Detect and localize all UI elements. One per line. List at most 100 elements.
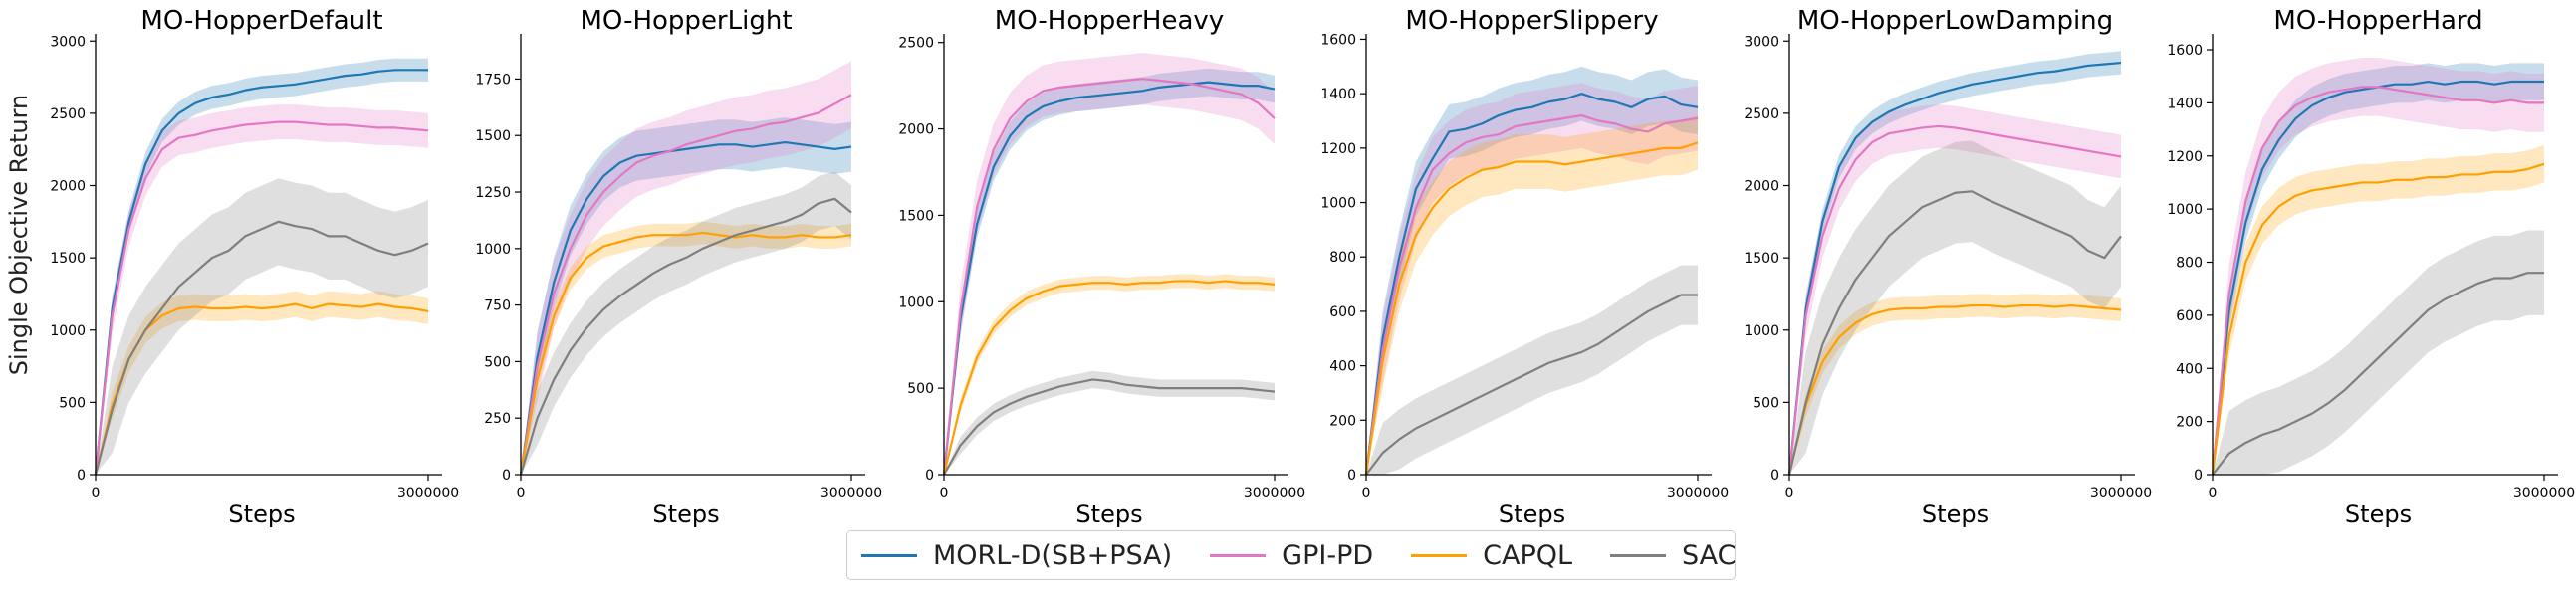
panel-mo-hopperlowdamping: 0 500 1000 1500 2000 2500 3000 0 3000000 MO-Hoppe… xyxy=(1744,6,2152,528)
band-morl-d-sb-psa xyxy=(521,117,851,476)
legend-item-gpi-pd: GPI-PD xyxy=(1210,540,1373,571)
legend-item-capql: CAPQL xyxy=(1411,540,1572,571)
panel-title: MO-HopperHard xyxy=(2273,6,2482,36)
y-tick-label: 2500 xyxy=(898,36,934,52)
panel-title: MO-HopperDefault xyxy=(140,6,382,36)
y-tick-label: 1200 xyxy=(1320,141,1356,157)
y-tick-label: 2000 xyxy=(1744,179,1779,195)
panel-mo-hopperslippery: 0 200 400 600 800 1000 1200 1400 1600 0 3000000 MO-… xyxy=(1320,6,1729,528)
panel-mo-hopperhard: 0 200 400 600 800 1000 1200 1400 1600 0 3000000 MO-… xyxy=(2167,6,2575,528)
y-tick-label: 1500 xyxy=(475,128,511,144)
y-tick-label: 3000 xyxy=(1744,34,1779,50)
y-tick-label: 800 xyxy=(2176,256,2203,272)
line-capql xyxy=(2211,162,2545,476)
line-capql xyxy=(94,302,429,476)
x-axis-label: Steps xyxy=(652,500,719,528)
band-capql xyxy=(2213,145,2544,475)
legend-label: CAPQL xyxy=(1483,539,1573,571)
line-sac xyxy=(1787,190,2122,476)
band-capql xyxy=(521,221,851,475)
y-tick-label: 1600 xyxy=(1320,32,1356,48)
band-sac xyxy=(521,171,851,476)
band-gpi-pd xyxy=(521,61,851,476)
y-tick-label: 2000 xyxy=(50,179,86,195)
legend: MORL-D(SB+PSA) GPI-PD CAPQL SAC xyxy=(846,530,1737,580)
band-gpi-pd xyxy=(1789,104,2121,475)
x-tick-label: 3000000 xyxy=(820,486,882,501)
line-sac xyxy=(2212,272,2544,476)
band-capql xyxy=(1789,294,2121,475)
line-morl-d-sb-psa xyxy=(94,69,428,476)
panel-mo-hopperdefault: 0 500 1000 1500 2000 2500 3000 0 3000000 MO-Hoppe… xyxy=(50,6,459,528)
y-tick-label: 400 xyxy=(1329,359,1356,375)
panel-title: MO-HopperLowDamping xyxy=(1797,6,2113,36)
x-axis-label: Steps xyxy=(1922,500,1989,528)
legend-item-morl-d: MORL-D(SB+PSA) xyxy=(861,540,1172,571)
y-tick-label: 0 xyxy=(925,468,934,484)
x-tick-label: 0 xyxy=(92,486,101,501)
panel-title: MO-HopperHeavy xyxy=(995,6,1224,36)
y-tick-label: 1750 xyxy=(475,72,511,88)
line-gpi-pd xyxy=(942,78,1276,476)
line-gpi-pd xyxy=(1364,113,1699,476)
y-tick-label: 1250 xyxy=(475,185,511,201)
y-tick-label: 0 xyxy=(1770,468,1779,484)
y-tick-label: 600 xyxy=(2176,308,2203,324)
y-tick-label: 800 xyxy=(1329,250,1356,266)
y-tick-label: 0 xyxy=(77,468,86,484)
band-sac xyxy=(944,370,1275,475)
x-tick-label: 3000000 xyxy=(1244,486,1305,501)
line-capql xyxy=(519,231,852,476)
line-gpi-pd xyxy=(1787,124,2122,476)
panel-mo-hopperheavy: 0 500 1000 1500 2000 2500 0 3000000 MO-HopperHea… xyxy=(898,6,1305,528)
line-gpi-pd xyxy=(2211,86,2544,476)
line-sac xyxy=(94,220,429,476)
x-axis-label: Steps xyxy=(1075,500,1142,528)
y-tick-label: 500 xyxy=(1753,395,1779,411)
band-sac xyxy=(96,178,428,475)
y-tick-label: 1200 xyxy=(2167,149,2203,165)
legend-line-morl-d xyxy=(861,553,917,557)
legend-line-sac xyxy=(1610,553,1667,557)
legend-label: GPI-PD xyxy=(1282,539,1374,571)
band-capql xyxy=(1366,115,1698,475)
band-gpi-pd xyxy=(96,104,428,475)
y-tick-label: 750 xyxy=(484,298,511,314)
x-tick-label: 3000000 xyxy=(2090,486,2152,501)
panel-title: MO-HopperLight xyxy=(580,6,792,36)
line-sac xyxy=(519,197,852,476)
band-sac xyxy=(2213,230,2544,475)
line-sac xyxy=(943,378,1276,476)
y-tick-label: 500 xyxy=(907,381,934,397)
x-tick-label: 0 xyxy=(1785,486,1794,501)
panel-mo-hopperlight: 0 250 500 750 1000 1250 1500 1750 0 3000000 MO-Hop… xyxy=(475,6,882,528)
y-tick-label: 2500 xyxy=(50,106,86,122)
y-tick-label: 1500 xyxy=(898,208,934,224)
line-capql xyxy=(1364,141,1699,476)
y-tick-label: 1000 xyxy=(50,323,86,339)
y-tick-label: 200 xyxy=(2176,415,2203,431)
y-tick-label: 1500 xyxy=(50,251,86,267)
line-morl-d-sb-psa xyxy=(1787,61,2122,476)
line-morl-d-sb-psa xyxy=(519,140,852,476)
x-tick-label: 0 xyxy=(517,486,526,501)
y-tick-label: 1000 xyxy=(475,242,511,258)
x-tick-label: 0 xyxy=(1362,486,1371,501)
y-tick-label: 0 xyxy=(2194,468,2203,484)
y-tick-label: 250 xyxy=(484,411,511,427)
x-axis-label: Steps xyxy=(1499,500,1565,528)
line-gpi-pd xyxy=(519,94,852,476)
x-tick-label: 3000000 xyxy=(2513,486,2575,501)
band-capql xyxy=(96,291,428,475)
band-sac xyxy=(1789,140,2121,475)
band-gpi-pd xyxy=(1366,83,1698,475)
y-tick-label: 1400 xyxy=(2167,96,2203,111)
band-sac xyxy=(1366,265,1698,475)
panel-title: MO-HopperSlippery xyxy=(1405,6,1658,36)
y-tick-label: 400 xyxy=(2176,361,2203,377)
line-morl-d-sb-psa xyxy=(942,81,1276,476)
y-tick-label: 2000 xyxy=(898,122,934,138)
y-tick-label: 1500 xyxy=(1744,251,1779,267)
y-tick-label: 500 xyxy=(59,395,86,411)
line-morl-d-sb-psa xyxy=(1364,93,1699,476)
